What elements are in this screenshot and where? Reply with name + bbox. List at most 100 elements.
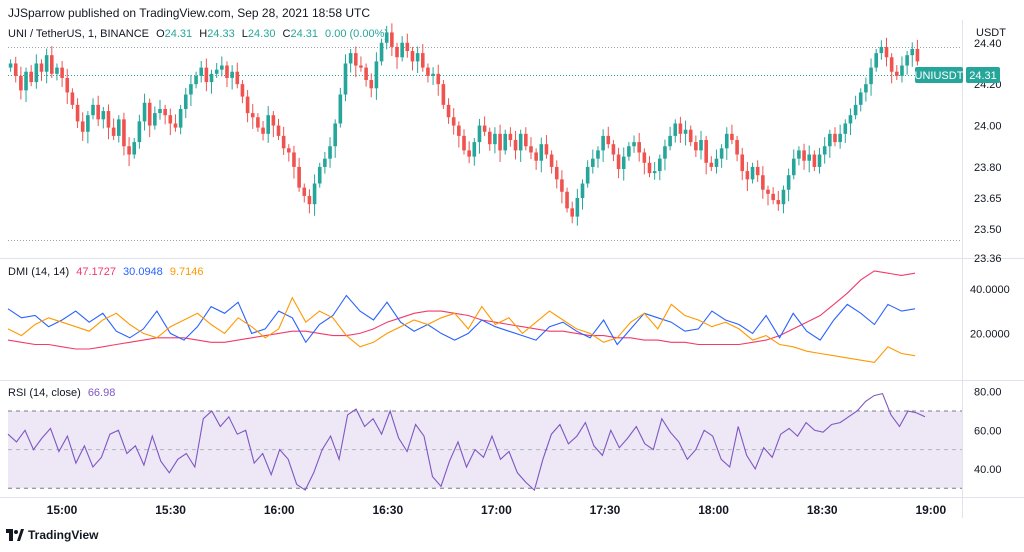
rsi-plot [7, 392, 962, 492]
tradingview-brand[interactable]: TradingView [6, 528, 98, 542]
price-tick-label: 24.40 [974, 38, 1002, 50]
dmi-title: DMI (14, 14) [8, 266, 70, 278]
candle-body [158, 108, 162, 114]
candle-body [822, 146, 827, 155]
candle-body [745, 171, 750, 180]
candle-body [647, 162, 652, 174]
candle-body [34, 63, 39, 83]
tag-value: 24.31 [969, 70, 997, 82]
price-tick-label: 23.80 [974, 162, 1002, 174]
publisher-header: JJSparrow published on TradingView.com, … [8, 6, 370, 20]
candle-body [740, 154, 745, 172]
price-legend[interactable]: UNI / TetherUS, 1, BINANCE O24.31 H24.33… [8, 28, 392, 40]
candle-body [163, 108, 167, 116]
time-tick-label: 15:30 [155, 503, 186, 517]
candle-body [482, 125, 487, 132]
rsi-legend[interactable]: RSI (14, close) 66.98 [8, 387, 119, 399]
candle-body [467, 150, 471, 157]
candle-body [204, 67, 209, 83]
candle-body [312, 183, 317, 205]
candle-body [369, 80, 374, 89]
high-value: 24.33 [207, 28, 235, 40]
dmi-axis: 40.0000 20.0000 [970, 284, 1010, 341]
o-label: O [156, 28, 165, 40]
candle-body [761, 175, 765, 190]
candle-body [457, 125, 461, 136]
candle-body [549, 154, 554, 167]
candle-body [220, 65, 224, 70]
candle-body [652, 171, 657, 174]
candle-body [214, 69, 219, 74]
candle-body [627, 146, 631, 157]
h-label: H [199, 28, 208, 40]
candle-body [307, 195, 312, 205]
time-tick-label: 16:30 [372, 503, 403, 517]
candle-body [755, 166, 760, 176]
candle-body [287, 148, 291, 153]
candle-body [178, 108, 183, 128]
candle-body [637, 142, 641, 153]
candle-body [374, 61, 379, 89]
candle-body [111, 127, 116, 136]
candle-body [343, 63, 348, 95]
candle-body [261, 127, 265, 134]
candle-body [730, 133, 734, 141]
candle-body [524, 133, 528, 147]
candle-body [714, 158, 719, 167]
candle-body [663, 146, 667, 159]
candle-body [55, 67, 59, 74]
candle-body [905, 55, 909, 66]
rsi-line [7, 392, 926, 492]
candle-body [49, 55, 54, 74]
candle-body [843, 123, 848, 134]
candle-body [884, 46, 889, 58]
price-tick-label: 23.65 [974, 193, 1002, 205]
candle-body [446, 104, 451, 118]
candle-body [786, 175, 791, 190]
candle-body [127, 146, 131, 155]
candle-body [39, 63, 44, 72]
candle-body [544, 144, 549, 155]
candle-body [24, 71, 28, 91]
tag-label: UNIUSDT [915, 70, 964, 82]
candle-body [317, 166, 322, 184]
candle-body [797, 150, 801, 159]
candle-body [812, 154, 817, 167]
candle-body [518, 133, 523, 151]
candle-body [575, 197, 580, 217]
candle-body [276, 125, 281, 136]
candle-body [240, 84, 245, 97]
dmi-legend[interactable]: DMI (14, 14) 47.1727 30.0948 9.7146 [8, 266, 208, 278]
candle-body [580, 183, 585, 198]
close-value: 24.31 [290, 28, 318, 40]
candle-body [570, 208, 575, 217]
candle-body [735, 140, 739, 155]
dmi-adx-value: 47.1727 [76, 266, 116, 278]
pane-dividers [0, 20, 1024, 518]
candle-body [333, 123, 337, 147]
candle-body [858, 92, 863, 105]
dmi-minus-value: 9.7146 [169, 266, 204, 278]
candle-body [359, 65, 363, 68]
candle-body [60, 67, 64, 78]
candle-body [302, 187, 307, 196]
candle-body [80, 121, 85, 132]
rsi-tick-label: 80.00 [974, 387, 1002, 399]
candle-body [611, 144, 616, 155]
candle-body [441, 84, 446, 105]
candle-body [771, 193, 775, 201]
candle-body [750, 166, 755, 180]
candle-body [19, 75, 23, 91]
candle-body [348, 53, 353, 64]
candle-body [606, 135, 611, 145]
candle-body [699, 140, 703, 151]
candle-body [673, 123, 678, 136]
candle-body [122, 119, 126, 147]
candle-body [776, 200, 781, 205]
candle-body [420, 53, 425, 68]
rsi-title: RSI (14, close) [8, 387, 81, 399]
candle-body [462, 135, 466, 151]
candle-body [281, 135, 286, 149]
candle-body [719, 148, 724, 159]
